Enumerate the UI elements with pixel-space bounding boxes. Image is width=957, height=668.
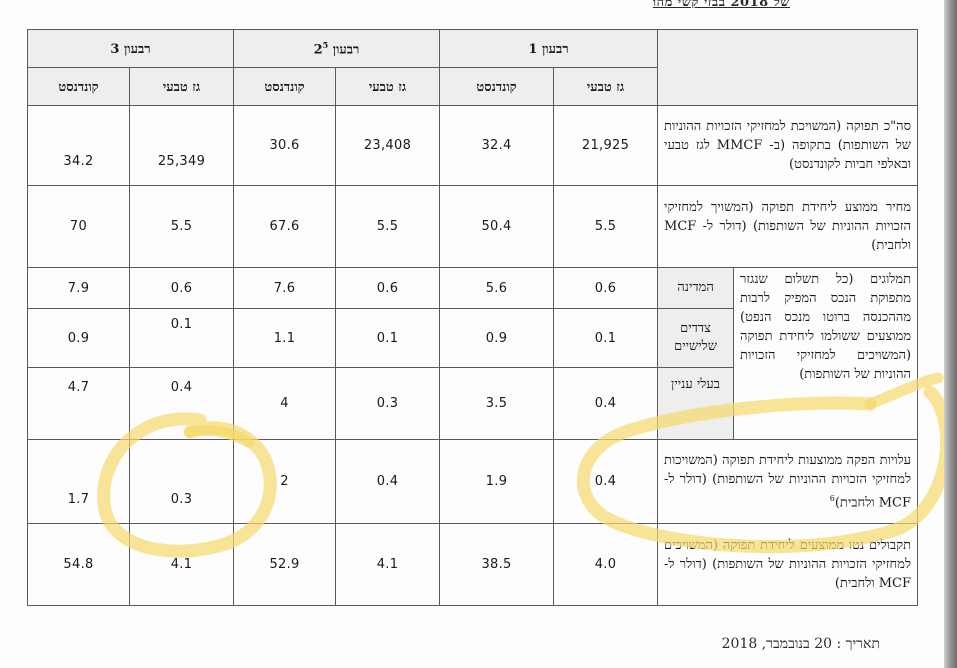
header-q3-condensate: קונדנסט [27,67,130,106]
header-q1-gas: גז טבעי [553,67,659,106]
row-label-average-price: מחיר ממוצע ליחידת תפוקה (המשויך למחזיקי … [657,185,919,268]
q2-condensate-value: 30.6 [233,105,337,186]
header-q2: רבעון 25 [233,29,441,68]
q2-gas-value: 0.3 [335,367,441,440]
q3-condensate-value: 70 [27,185,130,268]
table-row: 70 5.5 67.6 5.5 50.4 5.5 מחיר ממוצע ליחי… [27,185,919,268]
q1-gas-value: 0.4 [553,439,659,524]
q1-condensate-value: 38.5 [439,523,555,606]
q3-condensate-value: 54.8 [27,523,130,606]
header-q2-condensate: קונדנסט [233,67,337,106]
q2-condensate-value: 4 [233,367,337,440]
header-corner [657,29,919,106]
table-row: 54.8 4.1 52.9 4.1 38.5 4.0 תקבולים נטו מ… [27,523,919,606]
header-q1-condensate: קונדנסט [439,67,555,106]
royalty-interested-parties-label: בעלי עניין [657,367,735,440]
page-edge-shadow [944,0,957,668]
header-q3-gas: גז טבעי [128,67,235,106]
row-label-total-production: סה"כ תפוקה (המשויכת למחזיקי הזכויות ההונ… [657,105,919,186]
q1-condensate-value: 50.4 [439,185,555,268]
table-row: 7.9 0.6 7.6 0.6 5.6 0.6 המדינה תמלוגים (… [27,267,919,440]
q2-gas-value: 0.6 [335,267,441,309]
q2-condensate-value: 1.1 [233,308,337,368]
q3-gas-value: 25,349 [128,105,235,186]
q2-gas-value: 4.1 [335,523,441,606]
q1-gas-value: 0.1 [553,308,659,368]
q1-condensate-value: 1.9 [439,439,555,524]
row-label-production-costs: עלויות הפקה ממוצעות ליחידת תפוקה (המשויכ… [657,439,919,524]
q3-gas-value: 0.6 [128,267,235,309]
q1-condensate-value: 0.9 [439,308,555,368]
royalty-state-label: המדינה [657,267,735,309]
q1-gas-value: 0.6 [553,267,659,309]
q3-condensate-value: 0.9 [27,308,130,368]
page-header-fragment: של 2018 בבזי קשי מהו [652,0,790,8]
document-date: תאריך : 20 בנובמבר, 2018 [721,636,880,652]
production-table: רבעון 3 רבעון 25 רבעון 1 קונדנסט גז טבעי… [26,29,919,606]
q2-gas-value: 23,408 [335,105,441,186]
row-label-net-receipts: תקבולים נטו ממוצעים ליחידת תפוקה (המשויכ… [657,523,919,606]
q1-gas-value: 21,925 [553,105,659,186]
q1-gas-value: 5.5 [553,185,659,268]
table-row: 0.9 0.1 1.1 0.1 0.9 0.1 צדדים שלישיים [27,308,918,368]
q3-condensate-value: 7.9 [27,267,130,309]
product-header-row: קונדנסט גז טבעי קונדנסט גז טבעי קונדנסט … [27,67,918,106]
q2-gas-value: 5.5 [335,185,441,268]
header-q2-gas: גז טבעי [335,67,441,106]
q2-condensate-value: 52.9 [233,523,337,606]
q2-gas-value: 0.1 [335,308,441,368]
row-label-royalties: תמלוגים (כל תשלום שנגזר מתפוקת הנכס המפי… [733,267,919,440]
table-row: 1.7 0.3 2 0.4 1.9 0.4 עלויות הפקה ממוצעו… [27,439,919,524]
table-row: 34.2 25,349 30.6 23,408 32.4 21,925 סה"כ… [27,105,919,186]
q1-gas-value: 4.0 [553,523,659,606]
q3-gas-value: 0.3 [128,439,235,524]
q2-condensate-value: 2 [233,439,337,524]
header-q1: רבעון 1 [439,29,659,68]
q3-condensate-value: 1.7 [27,439,130,524]
q1-condensate-value: 5.6 [439,267,555,309]
q2-gas-value: 0.4 [335,439,441,524]
royalty-third-parties-label: צדדים שלישיים [657,308,735,368]
header-q3: רבעון 3 [26,29,235,68]
q3-gas-value: 0.1 [128,308,235,368]
q1-condensate-value: 3.5 [439,367,555,440]
q3-condensate-value: 34.2 [27,105,130,186]
q3-condensate-value: 4.7 [27,367,130,440]
q2-condensate-value: 7.6 [233,267,337,309]
q1-gas-value: 0.4 [553,367,659,440]
q2-condensate-value: 67.6 [233,185,337,268]
q1-condensate-value: 32.4 [439,105,555,186]
q3-gas-value: 4.1 [128,523,235,606]
quarter-header-row: רבעון 3 רבעון 25 רבעון 1 [26,29,919,106]
q3-gas-value: 5.5 [128,185,235,268]
q3-gas-value: 0.4 [128,367,235,440]
